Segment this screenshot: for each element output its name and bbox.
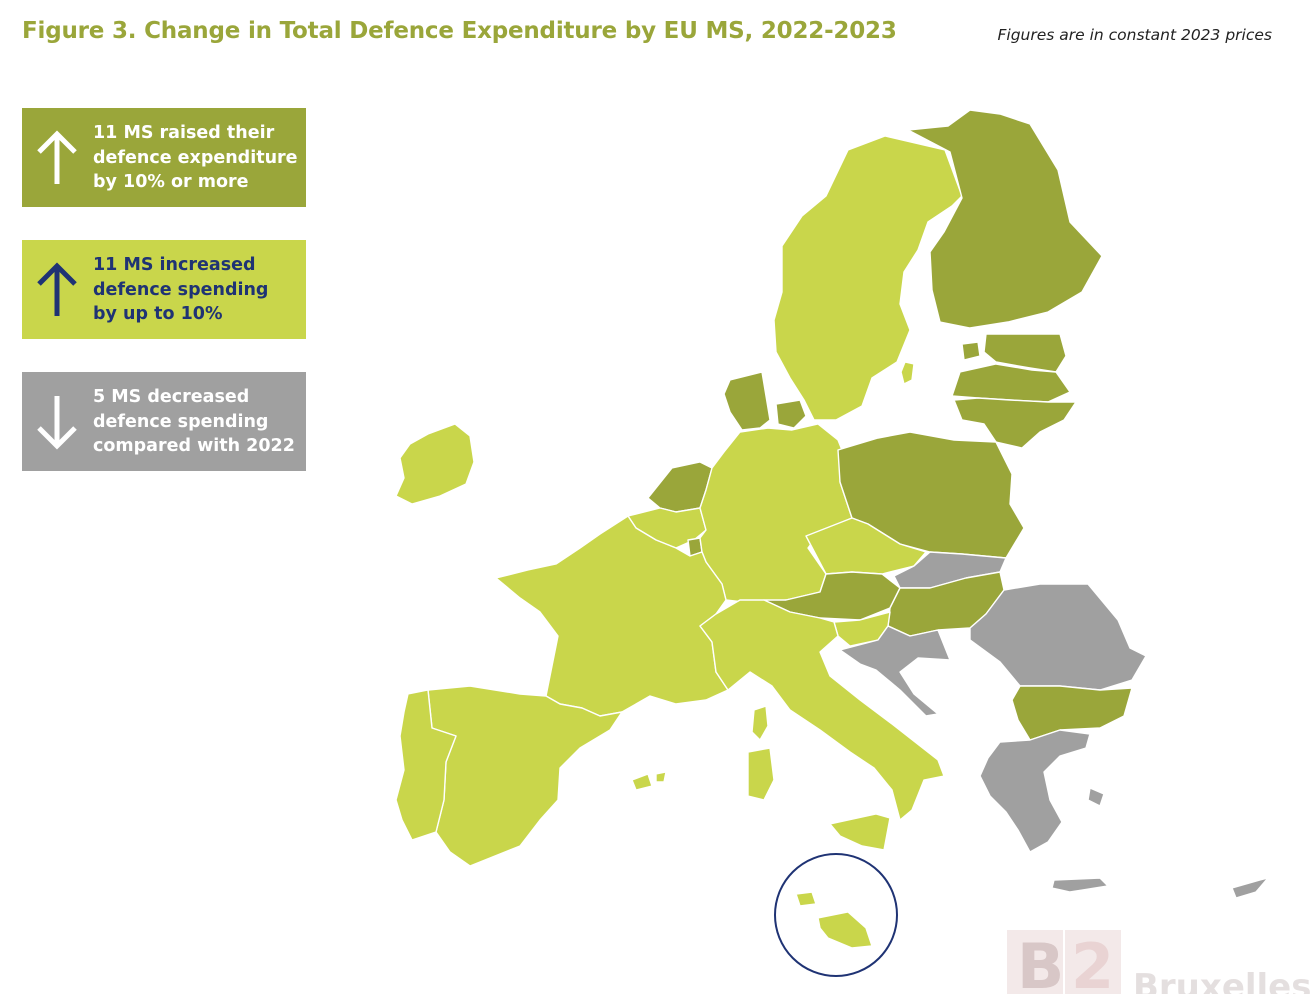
legend-increased-up-to-10-text: 11 MS increased defence spending by up t… [93,253,301,327]
malta-inset-circle [774,853,898,977]
price-note: Figures are in constant 2023 prices [997,26,1272,44]
legend-line: compared with 2022 [93,436,295,456]
svg-text:B: B [1017,930,1064,994]
legend-decreased: 5 MS decreased defence spending compared… [22,372,306,471]
country-croatia [839,625,951,717]
watermark-logo: B 2 Bruxelles [1005,926,1314,994]
legend-line: 11 MS raised their [93,123,275,143]
country-estonia-island [961,341,981,361]
legend-line: 5 MS decreased [93,387,250,407]
country-ireland [395,423,475,505]
country-greece [979,729,1091,853]
country-portugal [395,689,457,841]
country-denmark-zealand [775,399,807,429]
country-denmark [723,371,771,431]
legend-line: defence expenditure [93,147,298,168]
svg-text:Bruxelles: Bruxelles [1133,967,1311,994]
country-italy-sardinia [747,747,775,801]
country-france-corsica [751,705,769,741]
figure-title: Figure 3. Change in Total Defence Expend… [22,18,897,44]
country-sweden-gotland [900,361,915,385]
country-malta [817,911,873,949]
country-lithuania [953,397,1077,449]
country-italy [699,599,945,821]
up-arrow-icon [37,262,77,316]
legend-raised-10-plus-text: 11 MS raised their defence expenditure b… [93,121,301,195]
country-sweden [773,135,963,421]
country-france [495,515,729,717]
country-italy-sicily [829,813,891,851]
country-spain-menorca [655,771,667,783]
country-malta-gozo [795,891,817,907]
country-bulgaria [1011,685,1133,741]
country-spain [427,685,623,867]
legend-line: defence spending [93,279,269,300]
legend-decreased-text: 5 MS decreased defence spending compared… [93,385,301,459]
country-finland [907,109,1103,329]
b2-logo-icon: B 2 Bruxelles [1007,930,1311,994]
svg-text:2: 2 [1071,930,1114,994]
country-estonia [983,333,1067,373]
legend-increased-up-to-10: 11 MS increased defence spending by up t… [22,240,306,339]
country-greece-crete [1051,877,1109,893]
legend-line: defence spending [93,411,269,432]
country-greece-island [1087,787,1105,807]
down-arrow-icon [37,396,77,450]
country-latvia [951,363,1071,403]
legend-line: by 10% or more [93,172,249,192]
country-romania [969,583,1147,691]
legend-raised-10-plus: 11 MS raised their defence expenditure b… [22,108,306,207]
legend-line: by up to 10% [93,304,223,324]
country-cyprus [1231,877,1269,899]
country-spain-balearic [631,773,653,791]
up-arrow-icon [37,130,77,184]
legend-line: 11 MS increased [93,255,256,275]
